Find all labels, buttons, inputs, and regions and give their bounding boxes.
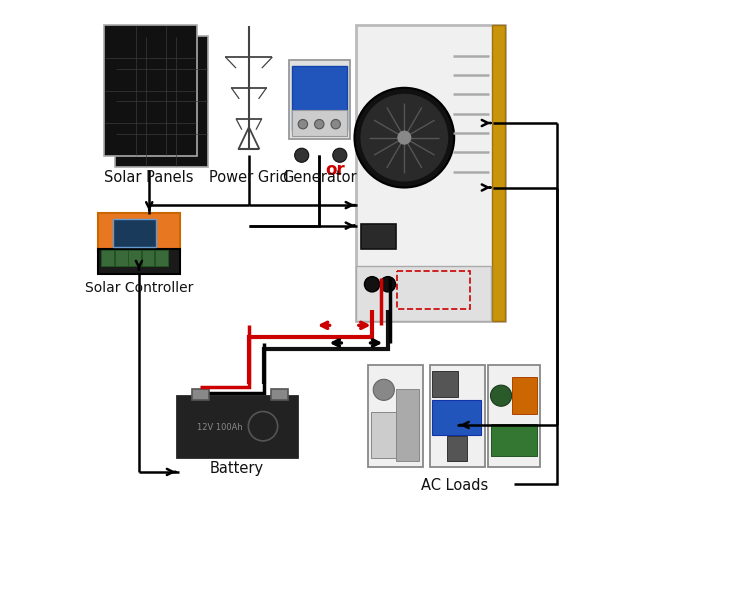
FancyBboxPatch shape [155,250,168,265]
Text: Power Grid: Power Grid [209,170,289,185]
Circle shape [398,131,411,144]
FancyBboxPatch shape [128,250,141,265]
FancyBboxPatch shape [361,224,395,249]
FancyBboxPatch shape [101,250,114,265]
Circle shape [490,385,512,406]
FancyBboxPatch shape [356,25,506,321]
FancyBboxPatch shape [289,60,350,139]
FancyBboxPatch shape [142,250,154,265]
FancyBboxPatch shape [371,412,395,458]
FancyBboxPatch shape [292,110,346,136]
Circle shape [314,120,324,129]
Text: 12V 100Ah: 12V 100Ah [196,423,242,432]
Circle shape [364,276,380,292]
FancyBboxPatch shape [488,365,541,467]
FancyBboxPatch shape [492,25,506,321]
Circle shape [298,120,307,129]
FancyBboxPatch shape [396,389,419,461]
Circle shape [355,88,454,188]
Text: or: or [326,161,345,179]
Circle shape [331,120,340,129]
Circle shape [361,94,448,182]
FancyBboxPatch shape [177,395,297,456]
FancyBboxPatch shape [491,424,538,455]
FancyBboxPatch shape [272,389,288,400]
FancyBboxPatch shape [433,400,481,435]
FancyBboxPatch shape [112,218,156,247]
FancyBboxPatch shape [115,250,128,265]
FancyBboxPatch shape [433,371,458,397]
Circle shape [380,276,395,292]
Circle shape [374,379,394,400]
FancyBboxPatch shape [115,36,208,167]
Circle shape [333,148,346,162]
Text: Generator: Generator [282,170,356,185]
Text: Solar Panels: Solar Panels [104,170,194,185]
Text: AC Loads: AC Loads [421,478,488,493]
FancyBboxPatch shape [192,389,209,400]
Text: Solar Controller: Solar Controller [85,281,194,295]
FancyBboxPatch shape [512,377,538,414]
FancyBboxPatch shape [447,436,467,461]
FancyBboxPatch shape [98,213,180,252]
FancyBboxPatch shape [368,365,423,467]
Circle shape [295,148,309,162]
FancyBboxPatch shape [356,265,490,321]
FancyBboxPatch shape [430,365,484,467]
FancyBboxPatch shape [292,66,346,130]
Text: Battery: Battery [210,461,264,477]
FancyBboxPatch shape [98,249,180,274]
FancyBboxPatch shape [104,25,197,156]
